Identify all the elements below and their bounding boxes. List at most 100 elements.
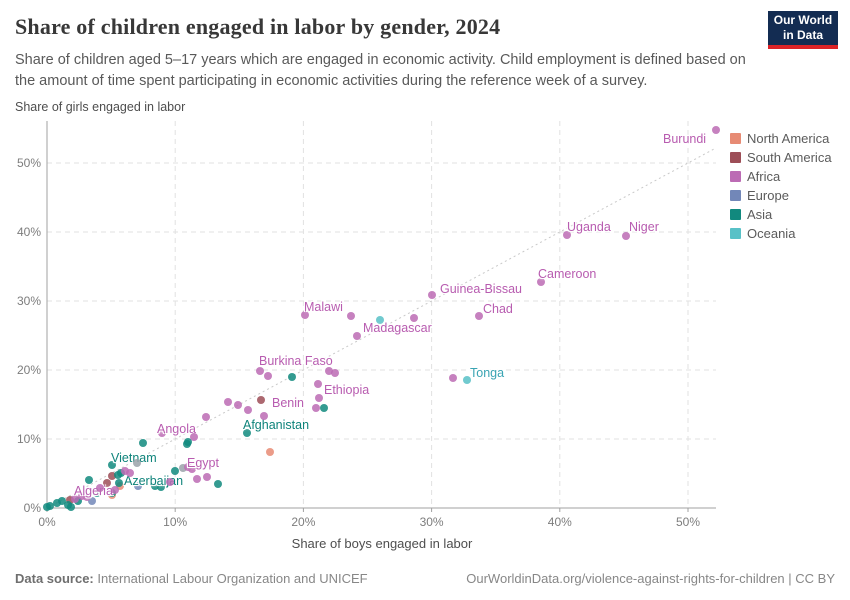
scatter-dot-south_america[interactable] — [257, 395, 266, 404]
country-label-benin[interactable]: Benin — [272, 396, 304, 410]
legend-item-europe[interactable]: Europe — [730, 186, 832, 205]
scatter-dot-burkina-faso[interactable] — [255, 366, 264, 375]
scatter-dot-africa[interactable] — [190, 432, 199, 441]
scatter-dot-africa[interactable] — [203, 472, 212, 481]
country-label-cameroon[interactable]: Cameroon — [538, 267, 597, 281]
country-label-madagascar[interactable]: Madagascar — [363, 321, 432, 335]
scatter-dot-benin[interactable] — [259, 411, 268, 420]
legend-label: Europe — [747, 188, 789, 203]
scatter-dot-africa[interactable] — [121, 466, 130, 475]
scatter-dot-ethiopia[interactable] — [313, 380, 322, 389]
scatter-dot-africa[interactable] — [126, 468, 135, 477]
scatter-dot-azerbaijan[interactable] — [150, 481, 159, 490]
scatter-dot-south_america[interactable] — [108, 471, 117, 480]
scatter-dot-africa[interactable] — [223, 398, 232, 407]
country-label-afghanistan[interactable]: Afghanistan — [243, 418, 310, 432]
country-label-uganda[interactable]: Uganda — [567, 220, 611, 234]
legend-item-asia[interactable]: Asia — [730, 205, 832, 224]
scatter-dot-asia[interactable] — [92, 488, 101, 497]
legend-item-north-america[interactable]: North America — [730, 129, 832, 148]
scatter-dot-africa[interactable] — [110, 486, 119, 495]
scatter-dot-africa[interactable] — [201, 412, 210, 421]
scatter-dot-tonga[interactable] — [463, 375, 472, 384]
owid-logo[interactable]: Our World in Data — [768, 11, 838, 49]
y-tick-label: 0% — [23, 501, 41, 515]
scatter-dot-africa[interactable] — [166, 477, 175, 486]
scatter-dot-africa[interactable] — [314, 393, 323, 402]
scatter-dot-africa[interactable] — [192, 475, 201, 484]
scatter-dot-asia[interactable] — [287, 372, 296, 381]
scatter-dot-asia[interactable] — [213, 479, 222, 488]
country-label-tonga[interactable]: Tonga — [470, 366, 505, 380]
legend-label: Asia — [747, 207, 773, 222]
scatter-dot-asia[interactable] — [58, 497, 67, 506]
country-label-malawi[interactable]: Malawi — [304, 300, 343, 314]
scatter-dot-asia[interactable] — [184, 437, 193, 446]
scatter-dot-africa[interactable] — [325, 366, 334, 375]
scatter-dot-angola[interactable] — [158, 429, 167, 438]
scatter-dot-guinea-bissau[interactable] — [427, 291, 436, 300]
country-label-burundi[interactable]: Burundi — [663, 132, 707, 146]
scatter-dot-africa[interactable] — [312, 403, 321, 412]
legend-label: Oceania — [747, 226, 796, 241]
scatter-dot-europe[interactable] — [134, 481, 143, 490]
owid-logo-redbar — [768, 45, 838, 49]
country-label-angola[interactable]: Angola — [157, 422, 196, 436]
legend-item-south-america[interactable]: South America — [730, 148, 832, 167]
country-label-egypt[interactable]: Egypt — [187, 456, 219, 470]
scatter-dot-asia[interactable] — [53, 499, 62, 508]
scatter-dot-south_america[interactable] — [66, 495, 75, 504]
scatter-dot-asia[interactable] — [319, 403, 328, 412]
scatter-dot-uganda[interactable] — [563, 231, 572, 240]
scatter-dot-asia[interactable] — [139, 439, 148, 448]
scatter-dot-oceania[interactable] — [376, 315, 385, 324]
scatter-dot-africa[interactable] — [77, 492, 86, 501]
scatter-dot-africa[interactable] — [71, 495, 80, 504]
scatter-dot-north_america[interactable] — [266, 448, 275, 457]
country-label-vietnam[interactable]: Vietnam — [111, 451, 157, 465]
scatter-dot-africa[interactable] — [409, 313, 418, 322]
scatter-dot-africa[interactable] — [263, 371, 272, 380]
scatter-dot-niger[interactable] — [622, 232, 631, 241]
scatter-dot-africa[interactable] — [244, 406, 253, 415]
legend-item-africa[interactable]: Africa — [730, 167, 832, 186]
country-label-chad[interactable]: Chad — [483, 302, 513, 316]
scatter-dot-afghanistan[interactable] — [242, 429, 251, 438]
scatter-dot-africa[interactable] — [95, 483, 104, 492]
scatter-dot-malawi[interactable] — [300, 311, 309, 320]
country-label-azerbaijan[interactable]: Azerbaijan — [124, 474, 184, 488]
x-tick-label: 40% — [547, 515, 572, 529]
scatter-dot-madagascar[interactable] — [353, 331, 362, 340]
x-tick-label: 0% — [38, 515, 56, 529]
scatter-dot-vietnam[interactable] — [108, 460, 117, 469]
country-label-algeria[interactable]: Algeria — [74, 484, 113, 498]
scatter-dot-burundi[interactable] — [712, 125, 721, 134]
scatter-dot-asia[interactable] — [45, 501, 54, 510]
country-label-niger[interactable]: Niger — [629, 220, 659, 234]
scatter-dot-algeria[interactable] — [82, 492, 91, 501]
scatter-dot-europe[interactable] — [87, 497, 96, 506]
country-label-guinea-bissau[interactable]: Guinea-Bissau — [440, 282, 522, 296]
scatter-dot-south_america[interactable] — [103, 479, 112, 488]
scatter-dot-africa[interactable] — [346, 312, 355, 321]
scatter-dot-cameroon[interactable] — [536, 278, 545, 287]
scatter-dot-chad[interactable] — [475, 312, 484, 321]
scatter-dot-asia[interactable] — [171, 466, 180, 475]
x-tick-label: 30% — [419, 515, 444, 529]
owid-logo-line1: Our World — [773, 13, 833, 28]
scatter-dot-asia[interactable] — [157, 482, 166, 491]
country-label-burkina-faso[interactable]: Burkina Faso — [259, 354, 333, 368]
scatter-dot-asia[interactable] — [67, 503, 76, 512]
scatter-dot-africa[interactable] — [234, 400, 243, 409]
scatter-dot-africa[interactable] — [449, 373, 458, 382]
scatter-dot-africa[interactable] — [331, 368, 340, 377]
scatter-dot-asia[interactable] — [85, 475, 94, 484]
scatter-dot-unknown[interactable] — [178, 463, 187, 472]
scatter-dot-unknown[interactable] — [132, 459, 141, 468]
footer-link[interactable]: OurWorldinData.org/violence-against-righ… — [466, 571, 835, 586]
scatter-dot-egypt[interactable] — [187, 464, 196, 473]
scatter-dot-asia[interactable] — [114, 479, 123, 488]
country-label-ethiopia[interactable]: Ethiopia — [324, 383, 370, 397]
legend-item-oceania[interactable]: Oceania — [730, 224, 832, 243]
